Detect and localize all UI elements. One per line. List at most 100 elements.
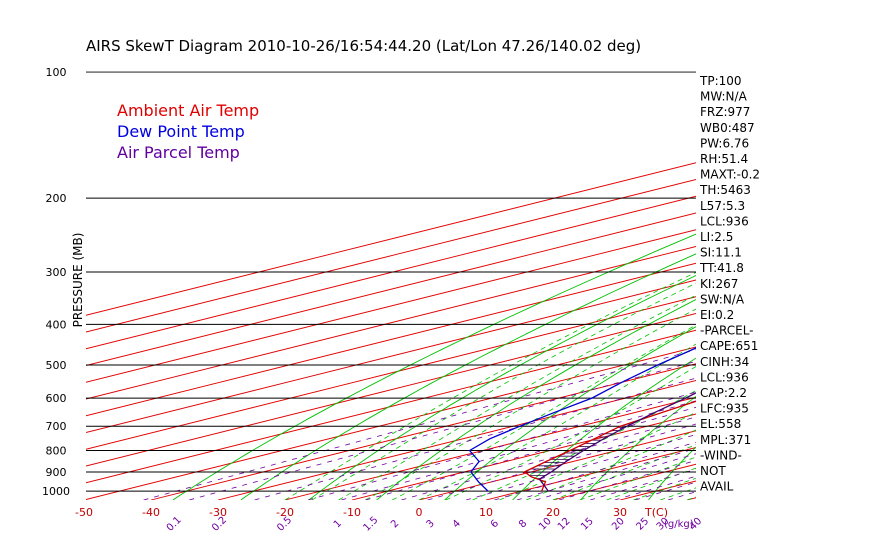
moist-adiabat-line [552,444,696,500]
stat-entry: TH:5463 [699,183,751,197]
bottom-temperature-tick-label: -10 [343,506,361,519]
stat-entry: FRZ:977 [700,105,750,119]
isotherm-line [86,246,696,400]
dry-adiabat-line [444,326,696,500]
dry-adiabat-line [308,275,696,500]
pressure-tick-label: 800 [46,445,67,458]
stat-entry: -PARCEL- [700,324,754,338]
stat-entry: PW:6.76 [700,136,749,150]
legend-entry: Ambient Air Temp [117,101,259,120]
temperature-unit-label: T(C) [644,506,668,519]
isotherm-line [150,363,696,500]
dry-adiabat-line [376,299,696,500]
stat-entry: NOT [700,464,726,478]
pressure-tick-label: 500 [46,359,67,372]
dry-adiabat-line [852,72,870,500]
mixing-ratio-line [143,349,696,500]
moist-adiabat-line [526,429,696,500]
moist-adiabat-line [365,308,696,500]
isotherm-line [86,329,696,484]
dewpoint-line [468,347,696,492]
stat-entry: MPL:371 [700,433,751,447]
isotherm-line [284,396,696,500]
moist-adiabat-line [445,366,696,500]
mixing-ratio-line [308,391,696,500]
pressure-tick-label: 600 [46,392,67,405]
stat-entry: KI:267 [700,277,738,291]
isotherm-line [418,430,696,500]
bottom-temperature-tick-label: -20 [276,506,294,519]
bottom-temperature-tick-label: -40 [142,506,160,519]
mixing-ratio-tick-label: 2 [389,518,401,530]
stat-entry: EI:0.2 [700,308,734,322]
stat-entry: LFC:935 [700,402,749,416]
pressure-tick-label: 100 [46,66,67,79]
mixing-ratio-tick-label: 6 [489,518,501,530]
legend-entry: Dew Point Temp [117,122,245,141]
parcel-temp-line [538,392,696,492]
stat-entry: MAXT:-0.2 [700,168,760,182]
bottom-temperature-tick-label: 10 [479,506,493,519]
dry-adiabat-line [172,233,696,500]
mixing-ratio-tick-label: 1.5 [362,515,381,534]
stat-entry: RH:51.4 [700,152,748,166]
stat-entry: MW:N/A [700,90,748,104]
stat-entry: TP:100 [699,74,742,88]
bottom-temperature-tick-label: -50 [75,506,93,519]
legend: Ambient Air Temp Dew Point Temp Air Parcel… [117,101,259,162]
mixing-ratio-line [254,377,696,500]
moist-adiabat-line [392,324,696,500]
mixing-ratio-tick-label: 0.1 [165,515,184,534]
stat-entry: CAPE:651 [700,339,758,353]
dry-adiabat-line [240,253,696,500]
y-axis-label: PRESSURE (MB) [71,233,85,328]
mixing-ratio-tick-label: 1 [332,518,344,530]
mixing-ratio-tick-label: 8 [517,518,529,530]
stat-entry: WB0:487 [700,121,755,135]
isotherm-line [86,262,696,417]
stat-entry: -WIND- [700,448,742,462]
chart-title: AIRS SkewT Diagram 2010-10-26/16:54:44.2… [86,37,641,55]
moist-adiabat-line [472,390,696,500]
stat-entry: AVAIL [700,480,734,494]
stat-entry: L57:5.3 [700,199,745,213]
isotherm-line [351,413,696,500]
stat-entry: LCL:936 [700,214,749,228]
stat-entry: TT:41.8 [699,261,744,275]
isotherm-line [86,179,696,333]
mixing-ratio-line [189,360,696,500]
bottom-temperature-tick-label: 20 [546,506,560,519]
pressure-tick-label: 400 [46,318,67,331]
mixing-ratio-unit-label: (g/kg) [664,519,694,530]
grid-layer [86,72,870,500]
series-layer [468,347,696,492]
isotherm-line [86,195,696,350]
isotherm-line [86,162,696,316]
dry-adiabat-line [580,395,696,500]
moist-adiabat-line [311,282,696,500]
isotherm-line [86,346,696,500]
isotherm-line [217,380,696,500]
legend-entry: Air Parcel Temp [117,143,240,162]
isotherm-line [754,72,870,500]
isotherm-line [86,279,696,433]
mixing-ratio-tick-label: 15 [579,516,596,533]
moist-adiabat-line [418,343,696,500]
pressure-tick-label: 700 [46,420,67,433]
stat-entry: SI:11.1 [700,246,742,260]
stat-entry: CAP:2.2 [700,386,747,400]
moist-adiabat-line [660,487,696,500]
stat-entry: LI:2.5 [700,230,733,244]
isotherm-line [86,229,696,383]
bottom-temperature-tick-label: 30 [613,506,627,519]
isotherm-line [86,313,696,467]
mixing-ratio-line [427,423,696,500]
dry-adiabat-line [784,72,870,500]
mixing-ratio-tick-label: 4 [451,518,463,530]
isotherm-line [821,72,870,500]
pressure-tick-label: 200 [46,192,67,205]
isotherm-line [86,212,696,366]
pressure-tick-label: 900 [46,466,67,479]
